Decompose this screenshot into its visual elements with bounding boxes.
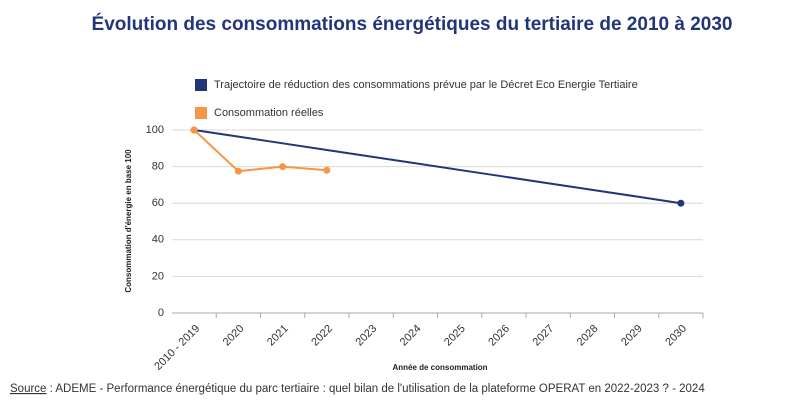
series-marker: [677, 199, 685, 207]
x-tick-label: 2022: [309, 323, 335, 349]
x-tick-label: 2025: [442, 323, 468, 349]
x-axis-title: Année de consommation: [392, 363, 487, 372]
legend-label: Consommation réelles: [214, 107, 324, 119]
y-axis-title: Consommation d'énergie en base 100: [124, 149, 133, 293]
y-tick-label: 80: [152, 161, 164, 173]
series-marker: [234, 167, 242, 175]
x-tick-label: 2030: [663, 323, 689, 349]
source: Source : ADEME - Performance énergétique…: [10, 383, 705, 395]
x-tick-label: 2020: [221, 323, 247, 349]
source-text: : ADEME - Performance énergétique du par…: [46, 383, 705, 395]
x-tick-label: 2026: [486, 323, 512, 349]
legend-swatch: [195, 107, 207, 119]
y-tick-label: 60: [152, 197, 164, 209]
x-tick-label: 2027: [531, 323, 557, 349]
x-tick-label: 2024: [398, 323, 424, 349]
series-line: [193, 129, 327, 173]
source-label: Source: [10, 383, 46, 395]
y-tick-label: 0: [158, 307, 164, 319]
series-line: [193, 129, 682, 205]
x-tick-label: 2010 - 2019: [152, 323, 202, 373]
y-tick-label: 20: [152, 270, 164, 282]
x-tick-label: 2028: [575, 323, 601, 349]
x-tick-label: 2029: [619, 323, 645, 349]
series-marker: [190, 126, 198, 134]
legend-swatch: [195, 79, 207, 91]
legend-label: Trajectoire de réduction des consommatio…: [214, 79, 638, 91]
y-tick-label: 100: [146, 124, 164, 136]
x-tick-label: 2023: [354, 323, 380, 349]
series-marker: [279, 163, 287, 171]
series-marker: [323, 166, 331, 174]
chart-title: Évolution des consommations énergétiques…: [92, 13, 733, 35]
x-tick-label: 2021: [265, 323, 291, 349]
y-tick-label: 40: [152, 234, 164, 246]
